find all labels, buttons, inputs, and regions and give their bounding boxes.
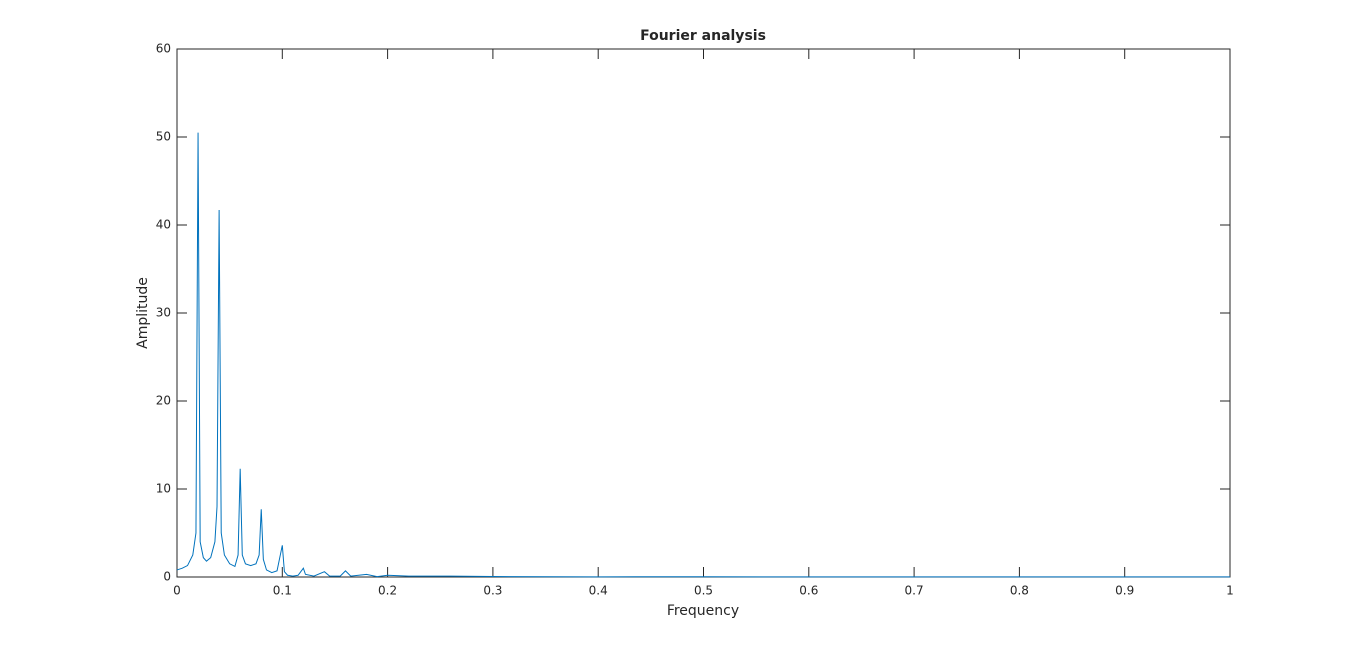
x-tick-label: 0.7: [905, 584, 924, 598]
x-tick-label: 0.3: [483, 584, 502, 598]
x-tick-label: 0.4: [589, 584, 608, 598]
x-axis-label: Frequency: [667, 603, 739, 619]
x-tick-label: 0.2: [378, 584, 397, 598]
y-tick-label: 30: [156, 306, 171, 320]
line-series: [176, 132, 1230, 578]
x-tick-label: 0.1: [273, 584, 292, 598]
plot-area: [176, 48, 1231, 578]
chart-title: Fourier analysis: [640, 28, 766, 44]
y-tick-label: 20: [156, 394, 171, 408]
x-tick-label: 0.9: [1115, 584, 1134, 598]
y-tick-label: 10: [156, 482, 171, 496]
x-tick-label: 0: [173, 584, 181, 598]
x-tick-label: 0.5: [694, 584, 713, 598]
y-tick-label: 60: [156, 42, 171, 56]
x-tick-label: 1: [1226, 584, 1234, 598]
y-axis-label: Amplitude: [135, 277, 151, 349]
x-tick-label: 0.6: [799, 584, 818, 598]
x-tick-label: 0.8: [1010, 584, 1029, 598]
y-tick-label: 40: [156, 218, 171, 232]
y-tick-label: 50: [156, 130, 171, 144]
y-tick-label: 0: [163, 570, 171, 584]
